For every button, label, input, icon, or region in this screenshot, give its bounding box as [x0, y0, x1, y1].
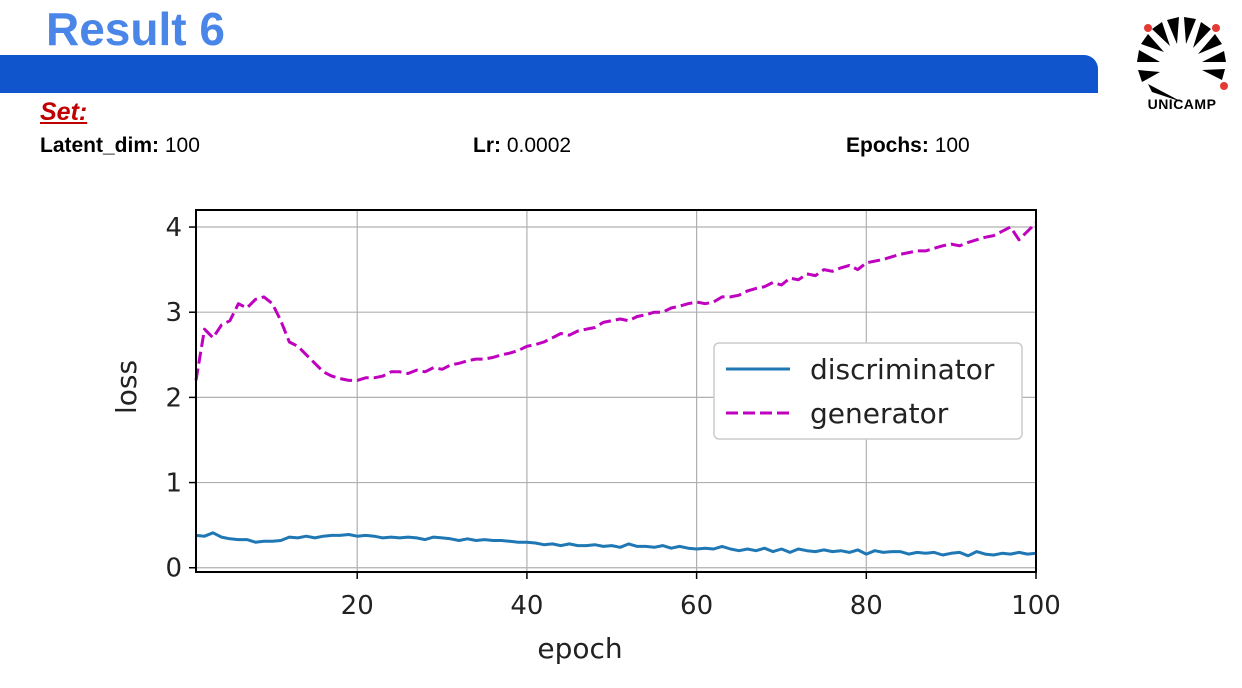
- y-tick-label: 3: [165, 298, 182, 328]
- plot-frame: [195, 209, 1037, 573]
- y-tick-label: 0: [165, 554, 182, 584]
- slide-title: Result 6: [46, 3, 225, 55]
- series-line-discriminator: [195, 531, 1037, 558]
- param-key: Latent_dim:: [40, 134, 160, 157]
- x-tick-label: 20: [341, 591, 374, 621]
- legend-label-discriminator: discriminator: [810, 353, 995, 386]
- set-label: Set:: [40, 98, 88, 126]
- param-value: 100: [934, 134, 970, 157]
- x-tick-label: 100: [1011, 591, 1061, 621]
- x-tick-label: 80: [850, 591, 883, 621]
- x-axis-label: epoch: [537, 632, 622, 665]
- param-lr: Lr: 0.0002: [473, 134, 571, 158]
- header-band: [0, 55, 1098, 93]
- param-value: 100: [164, 134, 200, 157]
- series-line-generator: [194, 221, 1038, 382]
- param-latent-dim: Latent_dim: 100: [40, 134, 200, 158]
- y-axis-label: loss: [110, 360, 143, 414]
- y-tick-label: 4: [165, 213, 182, 243]
- x-tick-label: 40: [510, 591, 543, 621]
- logo-text: UNICAMP: [1147, 96, 1217, 112]
- y-tick-label: 2: [165, 383, 182, 413]
- legend-box: [713, 342, 1023, 440]
- y-tick-label: 1: [165, 469, 182, 499]
- unicamp-logo-icon: [1137, 17, 1228, 102]
- param-epochs: Epochs: 100: [846, 134, 970, 158]
- param-key: Epochs:: [846, 134, 929, 157]
- x-tick-label: 60: [680, 591, 713, 621]
- param-value: 0.0002: [506, 134, 572, 157]
- param-key: Lr:: [473, 134, 501, 157]
- legend-label-generator: generator: [810, 397, 949, 430]
